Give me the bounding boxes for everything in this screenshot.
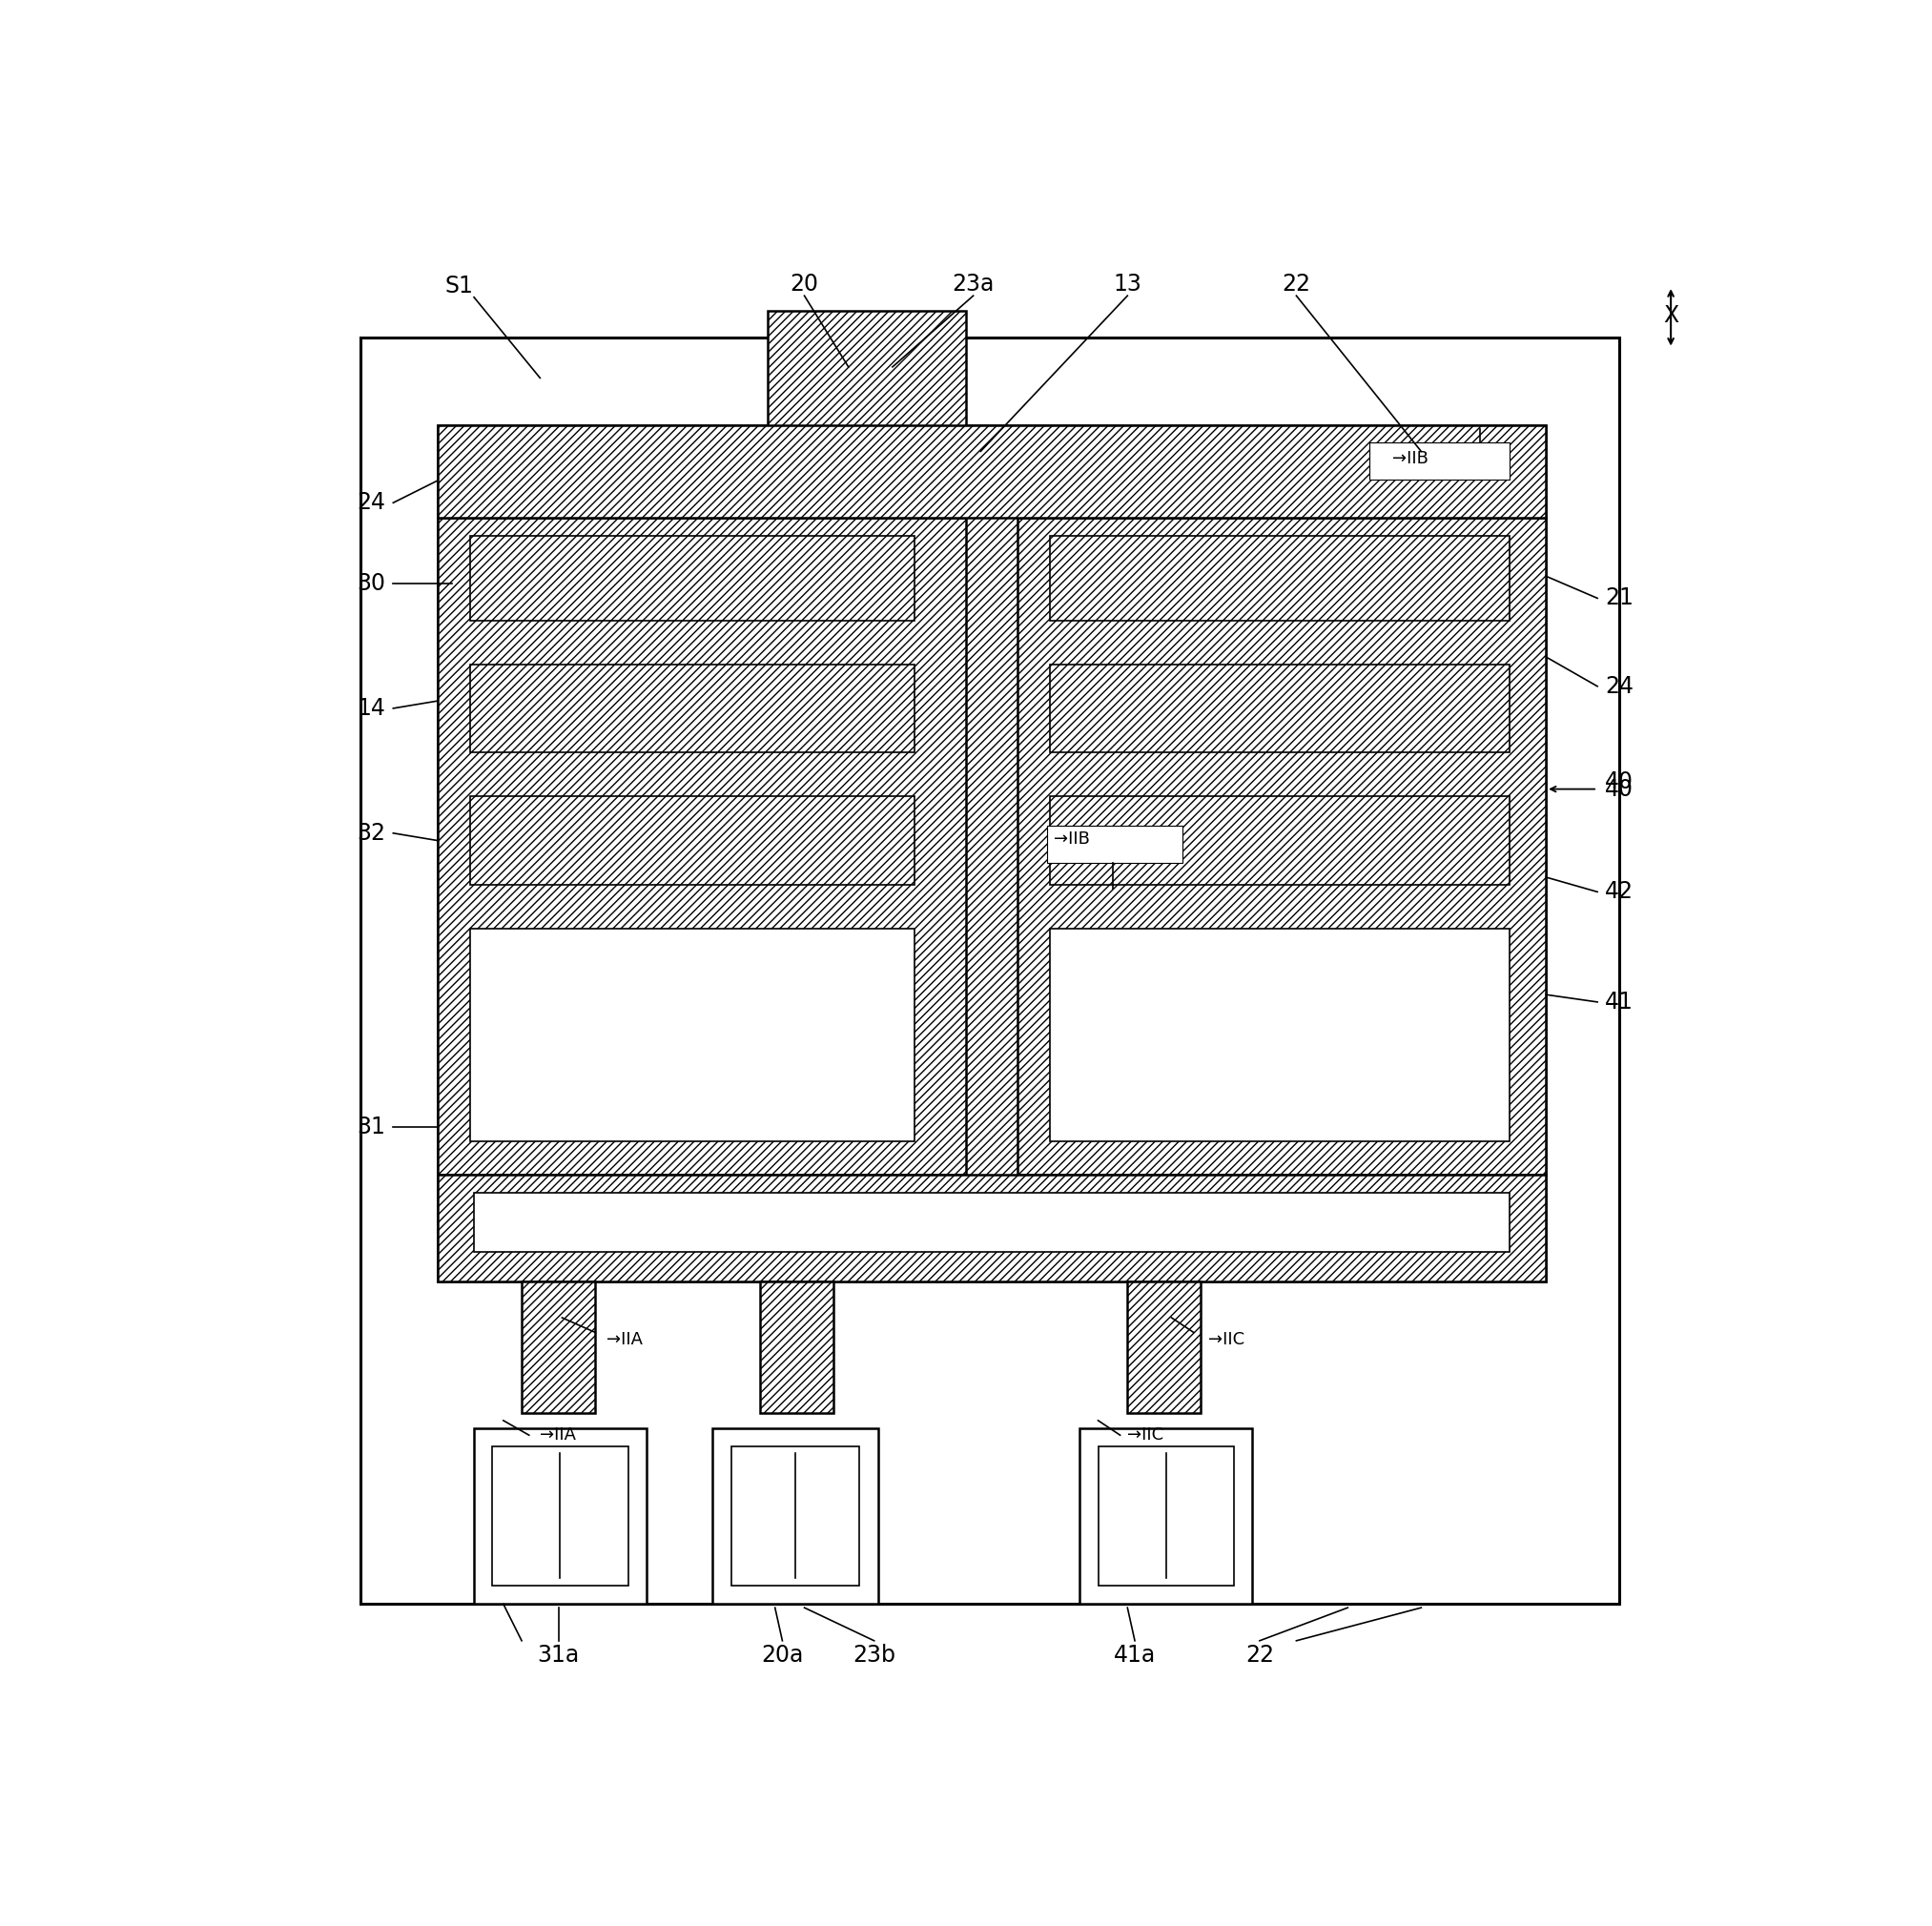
Bar: [469, 797, 914, 884]
Text: 24: 24: [357, 491, 386, 514]
Text: 20: 20: [790, 273, 819, 295]
Text: →IIC: →IIC: [1128, 1427, 1163, 1444]
Text: X: X: [1663, 304, 1679, 327]
Bar: [469, 664, 914, 753]
Text: →IIC: →IIC: [1208, 1331, 1244, 1348]
Text: →IIA: →IIA: [541, 1427, 576, 1444]
Bar: [1097, 1446, 1235, 1585]
Bar: [730, 1446, 860, 1585]
Bar: [359, 337, 1619, 1604]
Bar: [1370, 443, 1509, 480]
Bar: [761, 1281, 835, 1414]
Bar: [522, 1281, 595, 1414]
Text: →IIB: →IIB: [1391, 451, 1428, 468]
Bar: [437, 426, 1546, 518]
Bar: [469, 535, 914, 620]
Bar: [1051, 664, 1509, 753]
Text: →IIB: →IIB: [1055, 830, 1090, 847]
Text: S1: S1: [444, 275, 473, 299]
Bar: [767, 310, 966, 437]
Bar: [1051, 797, 1509, 884]
Text: 30: 30: [357, 572, 386, 595]
Text: 21: 21: [1605, 587, 1633, 611]
Text: 31: 31: [357, 1115, 386, 1138]
Text: 14: 14: [357, 697, 386, 720]
Text: 13: 13: [1113, 273, 1142, 295]
Text: 40: 40: [1605, 778, 1633, 801]
Bar: [1080, 1427, 1252, 1604]
Bar: [473, 1427, 647, 1604]
Bar: [437, 518, 966, 1175]
Text: 23a: 23a: [952, 273, 995, 295]
Text: 42: 42: [1605, 880, 1633, 903]
Bar: [493, 1446, 628, 1585]
Bar: [713, 1427, 877, 1604]
Text: 23b: 23b: [852, 1645, 896, 1666]
Text: 20a: 20a: [761, 1645, 804, 1666]
Bar: [1051, 928, 1509, 1142]
Bar: [437, 1175, 1546, 1281]
Bar: [1047, 826, 1182, 863]
Bar: [473, 1192, 1509, 1252]
Text: 41: 41: [1605, 990, 1633, 1013]
Text: 41a: 41a: [1113, 1645, 1155, 1666]
Text: 22: 22: [1283, 273, 1310, 295]
Text: 31a: 31a: [537, 1645, 580, 1666]
Text: 24: 24: [1605, 674, 1633, 697]
Bar: [1018, 518, 1546, 1175]
Text: 40: 40: [1605, 770, 1633, 794]
Bar: [469, 928, 914, 1142]
Bar: [1128, 1281, 1202, 1414]
Text: 22: 22: [1246, 1645, 1273, 1666]
Text: →IIA: →IIA: [607, 1331, 641, 1348]
Bar: [437, 426, 1546, 1281]
Bar: [1051, 535, 1509, 620]
Text: 32: 32: [357, 822, 386, 846]
